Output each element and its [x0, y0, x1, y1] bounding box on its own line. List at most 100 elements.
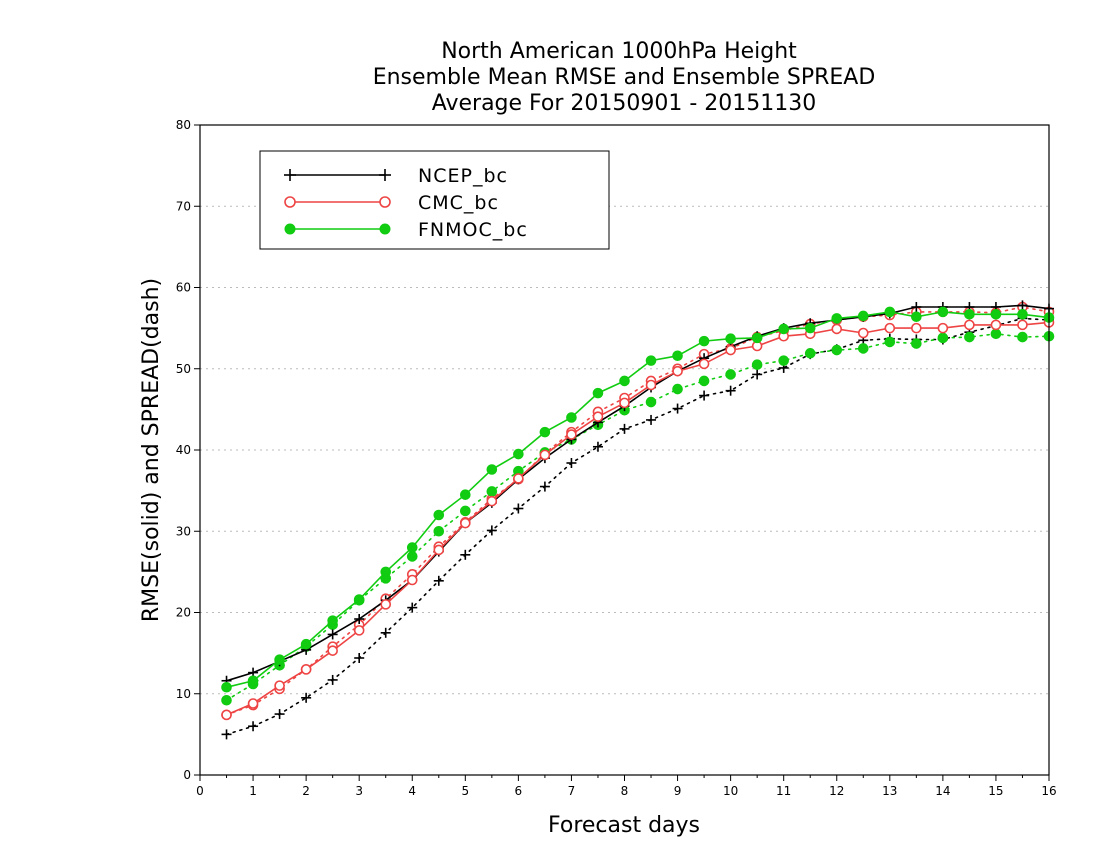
legend-cmc-bc-label: CMC_bc — [418, 192, 499, 214]
marker-circle — [592, 411, 604, 422]
title-line-1: North American 1000hPa Height — [441, 39, 797, 64]
marker-circle — [672, 365, 683, 377]
marker-circle — [284, 196, 296, 208]
marker-circle — [884, 322, 896, 334]
series-cmc-bc-rmse-point — [857, 327, 869, 339]
marker-circle — [539, 449, 551, 461]
y-tick-label: 60 — [176, 281, 191, 295]
marker-circle — [486, 464, 498, 475]
series-ncep-bc-spread-point — [354, 653, 365, 663]
marker-circle — [645, 379, 657, 391]
marker-circle — [433, 544, 445, 556]
series-cmc-bc-rmse-point — [433, 544, 445, 556]
series-fnmoc-bc-rmse-point — [990, 309, 1002, 320]
legend-ncep-bc-label: NCEP_bc — [418, 165, 508, 187]
series-fnmoc-bc-spread-point — [751, 359, 763, 370]
x-tick-label: 13 — [882, 784, 897, 798]
series-fnmoc-bc-rmse-point — [804, 322, 816, 334]
x-tick-label: 8 — [621, 784, 629, 798]
series-cmc-bc-rmse-point — [911, 322, 922, 334]
y-tick-label: 30 — [176, 524, 191, 538]
series-fnmoc-bc-rmse-point — [566, 412, 577, 423]
marker-circle — [964, 319, 975, 331]
series-ncep-bc-spread-point — [672, 403, 683, 414]
marker-circle — [1017, 331, 1028, 343]
marker-circle — [1017, 309, 1028, 320]
legend-cmc-bc-marker-left — [284, 196, 296, 208]
x-tick-label: 10 — [723, 784, 738, 798]
series-fnmoc-bc-rmse-point — [539, 426, 551, 438]
x-tick-label: 6 — [515, 784, 523, 798]
series-fnmoc-bc-rmse-point — [353, 594, 365, 605]
marker-circle — [353, 625, 365, 636]
marker-circle — [433, 509, 445, 521]
marker-circle — [539, 426, 551, 438]
marker-circle — [884, 306, 896, 318]
x-tick-label: 3 — [355, 784, 363, 798]
marker-circle — [964, 309, 975, 320]
marker-circle — [566, 412, 577, 423]
series-fnmoc-bc-rmse-point — [406, 542, 418, 553]
legend-fnmoc-bc-marker-left — [284, 223, 296, 235]
legend-box — [259, 150, 610, 250]
series-cmc-bc-rmse-point — [990, 319, 1002, 331]
marker-circle — [751, 359, 763, 370]
legend-fnmoc-bc-marker-right — [379, 223, 391, 235]
marker-circle — [804, 322, 816, 334]
series-ncep-bc-spread-point — [725, 385, 736, 396]
series-cmc-bc-rmse-point — [672, 365, 683, 377]
series-cmc-bc-rmse-point — [221, 709, 232, 721]
series-ncep-bc-spread-point — [539, 481, 550, 492]
marker-circle — [327, 615, 338, 626]
series-ncep-bc-rmse-point — [1017, 300, 1028, 311]
x-tick-label: 0 — [196, 784, 204, 798]
series-ncep-bc-spread-point — [486, 525, 497, 536]
marker-circle — [221, 694, 232, 706]
series-fnmoc-bc-rmse-point — [831, 313, 843, 324]
marker-circle — [1017, 319, 1028, 331]
marker-circle — [353, 594, 365, 605]
series-fnmoc-bc-spread-point — [645, 396, 657, 408]
series-ncep-bc-spread-point — [248, 721, 259, 732]
marker-circle — [379, 196, 391, 208]
series-cmc-bc-rmse-point — [274, 680, 285, 691]
series-fnmoc-bc-rmse-point — [778, 323, 789, 335]
y-axis-label: RMSE(solid) and SPREAD(dash) — [139, 278, 164, 622]
marker-circle — [698, 358, 710, 370]
plot-frame — [199, 124, 1050, 776]
series-ncep-bc-spread-point — [327, 674, 338, 685]
marker-circle — [778, 355, 789, 366]
series-fnmoc-bc-rmse-line — [226, 311, 1050, 689]
legend-ncep-bc-marker-left — [284, 169, 296, 181]
series-cmc-bc-rmse-point — [247, 698, 259, 709]
x-tick-label: 15 — [988, 784, 1003, 798]
marker-circle — [911, 338, 922, 349]
series-fnmoc-bc-rmse-point — [698, 335, 710, 347]
marker-circle — [831, 313, 843, 324]
marker-circle — [406, 551, 418, 562]
x-tick-label: 1 — [249, 784, 257, 798]
marker-circle — [221, 709, 232, 721]
series-ncep-bc-spread-point — [513, 503, 524, 514]
x-tick-label: 5 — [461, 784, 469, 798]
marker-circle — [990, 319, 1002, 331]
x-tick-label: 14 — [935, 784, 950, 798]
series-fnmoc-bc-rmse-point — [911, 311, 922, 323]
marker-circle — [513, 473, 524, 484]
marker-circle — [460, 505, 471, 517]
series-fnmoc-bc-rmse-point — [380, 566, 392, 578]
y-tick-label: 0 — [183, 768, 191, 782]
series-ncep-bc-rmse-point — [327, 629, 338, 640]
marker-circle — [486, 486, 498, 497]
marker-circle — [221, 681, 232, 693]
marker-circle — [380, 566, 392, 578]
marker-circle — [645, 355, 657, 366]
marker-circle — [566, 429, 577, 440]
marker-circle — [406, 574, 418, 586]
series-cmc-bc-rmse-point — [327, 645, 338, 656]
series-ncep-bc-spread-line — [225, 317, 1050, 736]
x-tick-label: 4 — [408, 784, 416, 798]
marker-circle — [804, 348, 816, 359]
series-fnmoc-bc-spread-line — [225, 332, 1050, 702]
